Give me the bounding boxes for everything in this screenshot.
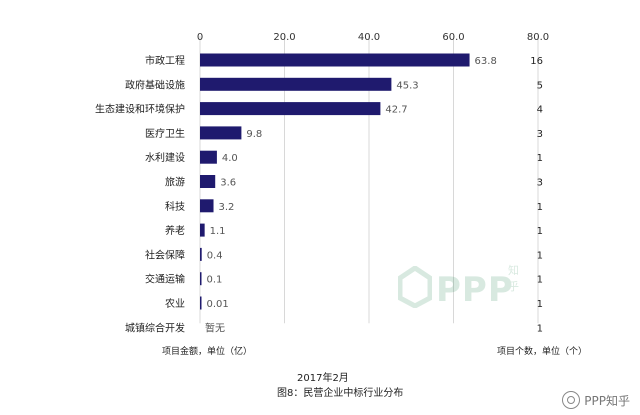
count-label: 1 [537,299,543,310]
category-label: 市政工程 [145,54,185,67]
x-tick-label: 80.0 [527,32,549,43]
x-tick-labels: 0 20.0 40.0 60.0 80.0 [197,32,549,43]
value-label: 0.01 [207,299,229,310]
bar [200,272,202,286]
value-label: 0.1 [207,275,223,286]
category-label: 科技 [165,200,185,213]
value-label: 暂无 [205,322,225,334]
category-label: 社会保障 [145,248,185,261]
value-label: 1.1 [210,226,226,237]
value-label: 45.3 [396,80,418,91]
count-label: 5 [537,80,543,91]
bar [200,296,202,310]
category-labels: 市政工程政府基础设施生态建设和环境保护医疗卫生水利建设旅游科技养老社会保障交通运… [95,54,185,334]
count-label: 1 [537,275,543,286]
count-label: 1 [537,153,543,164]
x-tick-label: 40.0 [358,32,380,43]
count-label: 1 [537,323,543,334]
count-label: 16 [530,56,543,67]
value-label: 42.7 [385,105,407,116]
value-label: 3.2 [219,202,235,213]
watermark-sub: 知乎 [508,264,519,293]
category-label: 城镇综合开发 [125,321,185,334]
count-label: 1 [537,250,543,261]
count-label: 1 [537,226,543,237]
value-label: 0.4 [207,250,223,261]
x-tick-label: 60.0 [442,32,464,43]
value-label: 3.6 [220,178,236,189]
category-label: 养老 [165,224,185,237]
count-label: 3 [537,178,543,189]
category-label: 生态建设和环境保护 [95,103,185,116]
value-label: 9.8 [246,129,262,140]
count-axis-label: 项目个数，单位（个） [497,347,588,357]
x-tick-label: 0 [197,32,203,43]
chart-title: 图8：民营企业中标行业分布 [277,388,404,399]
bar [200,102,381,116]
category-label: 医疗卫生 [145,127,185,140]
bars [200,53,470,310]
bar [200,247,202,261]
x-axis-label: 项目金额，单位（亿） [162,347,253,357]
count-label: 1 [537,202,543,213]
bar [200,199,214,213]
count-label: 4 [537,105,543,116]
bar [200,150,217,164]
source-badge: PPP知乎 [562,391,630,409]
category-label: 政府基础设施 [125,78,185,91]
category-label: 农业 [165,297,185,310]
bar [200,53,470,67]
wechat-icon [562,391,581,409]
value-labels: 63.8 45.3 42.7 9.8 4.0 3.6 3.2 1.1 0.4 0.1 0.01 暂无 [205,56,497,334]
value-label: 63.8 [475,56,497,67]
x-tick-label: 20.0 [273,32,295,43]
bar [200,223,205,237]
source-badge-text: PPP知乎 [584,393,630,408]
count-labels: 16 5 4 3 1 3 1 1 1 1 1 1 [530,56,543,334]
chart-subtitle: 2017年2月 [297,373,349,384]
bar [200,126,242,140]
watermark-text: PPP [436,270,514,310]
watermark-logo-icon [398,266,432,308]
bar [200,175,216,188]
category-label: 水利建设 [145,151,185,164]
count-label: 3 [537,129,543,140]
bar [200,77,392,91]
value-label: 4.0 [222,153,238,164]
category-label: 旅游 [165,176,185,189]
category-label: 交通运输 [145,273,185,286]
